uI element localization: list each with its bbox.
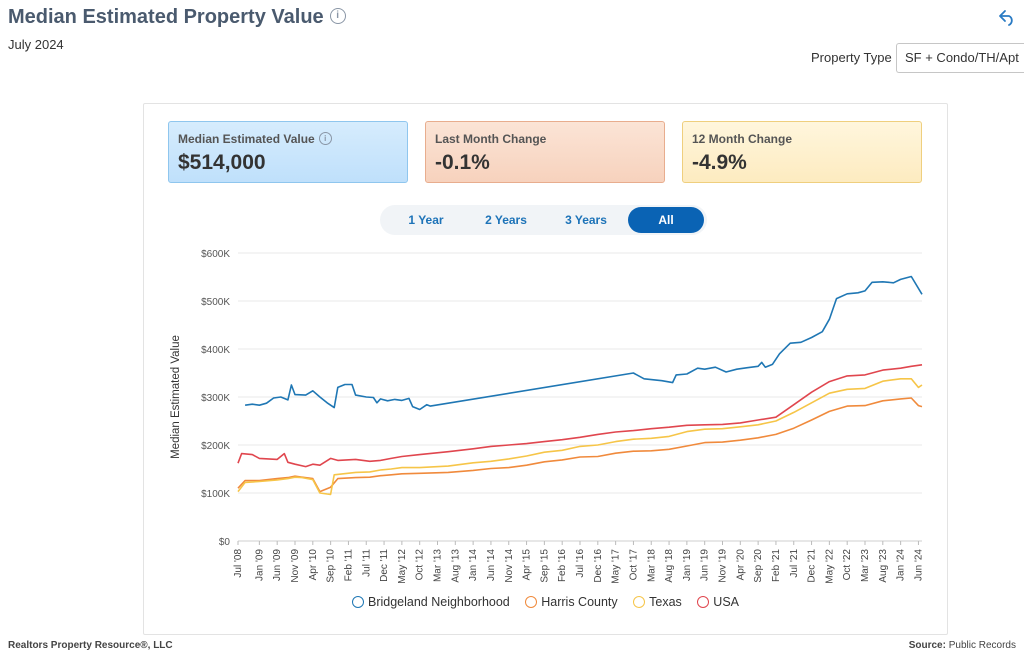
x-tick-label: Apr '20: [735, 549, 746, 581]
info-icon[interactable]: i: [329, 7, 346, 24]
y-tick-label: $300K: [201, 393, 230, 404]
tab-2-years[interactable]: 2 Years: [485, 213, 527, 227]
x-tick-label: Jun '24: [913, 549, 924, 581]
x-tick-label: Sep '15: [539, 549, 550, 583]
x-tick-label: Nov '14: [504, 549, 515, 583]
info-icon[interactable]: i: [318, 132, 332, 146]
x-tick-label: Jan '14: [468, 549, 479, 581]
last-month-change-label: Last Month Change: [435, 132, 547, 146]
page-title: Median Estimated Property Value i: [8, 6, 346, 29]
legend-marker: [351, 596, 364, 608]
tab-1-year[interactable]: 1 Year: [408, 213, 444, 227]
twelve-month-change-label: 12 Month Change: [692, 132, 793, 146]
property-type-select[interactable]: SF + Condo/TH/Apt: [896, 43, 1024, 73]
x-tick-label: Feb '11: [343, 549, 354, 582]
legend-item-usa[interactable]: USA: [697, 595, 739, 609]
x-tick-label: Jul '11: [361, 549, 372, 577]
x-tick-label: Feb '16: [557, 549, 568, 582]
legend-marker: [697, 596, 710, 608]
y-tick-label: $400K: [201, 345, 230, 356]
x-tick-label: Dec '16: [593, 549, 604, 583]
x-tick-label: Oct '12: [415, 549, 426, 581]
x-tick-label: Mar '23: [860, 549, 871, 582]
footer-company: Realtors Property Resource®, LLC: [8, 640, 173, 651]
y-tick-label: $0: [219, 537, 231, 548]
x-tick-label: Dec '21: [807, 549, 818, 583]
x-tick-label: Feb '21: [771, 549, 782, 582]
x-tick-label: Apr '10: [308, 549, 319, 581]
y-tick-label: $100K: [201, 489, 230, 500]
x-tick-label: Jul '08: [233, 549, 244, 578]
x-tick-label: Sep '10: [326, 549, 337, 583]
time-range-tabs: 1 Year 2 Years 3 Years All: [380, 205, 707, 235]
footer-source: Source: Public Records: [908, 640, 1016, 651]
series-line-3: [237, 364, 923, 468]
chart-legend: Bridgeland Neighborhood Harris County Te…: [144, 595, 947, 609]
legend-item-texas[interactable]: Texas: [633, 595, 682, 609]
x-tick-label: May '22: [824, 549, 835, 584]
legend-item-harris-county[interactable]: Harris County: [525, 595, 618, 609]
y-tick-label: $200K: [201, 441, 230, 452]
x-tick-label: Oct '22: [842, 549, 853, 581]
x-tick-label: Nov '09: [290, 549, 301, 583]
median-value-card: Median Estimated Value i $514,000: [168, 121, 408, 183]
share-icon[interactable]: [998, 8, 1016, 26]
median-value-label: Median Estimated Value i: [178, 132, 398, 146]
line-chart: $0 $100K $200K $300K $400K $500K $600K Median E…: [170, 249, 924, 584]
y-tick-label: $600K: [201, 249, 230, 260]
legend-item-bridgeland[interactable]: Bridgeland Neighborhood: [351, 595, 510, 609]
x-tick-label: Nov '19: [718, 549, 729, 583]
legend-marker: [525, 596, 538, 608]
property-type-label: Property Type: [811, 50, 892, 65]
x-tick-label: Aug '13: [450, 549, 461, 583]
x-tick-label: Mar '13: [433, 549, 444, 582]
series-line-0: [244, 275, 923, 411]
legend-marker: [633, 596, 646, 608]
x-tick-label: Oct '17: [628, 549, 639, 581]
chart-panel: Median Estimated Value i $514,000 Last Mo…: [143, 103, 948, 635]
tab-3-years[interactable]: 3 Years: [565, 213, 607, 227]
x-tick-label: Aug '23: [878, 549, 889, 583]
y-tick-label: $500K: [201, 297, 230, 308]
x-tick-label: Jun '14: [486, 549, 497, 581]
x-tick-label: Dec '11: [379, 549, 390, 582]
x-tick-label: Sep '20: [753, 549, 764, 583]
twelve-month-change-card: 12 Month Change -4.9%: [682, 121, 922, 183]
x-tick-label: Mar '18: [646, 549, 657, 582]
x-tick-label: Apr '15: [522, 549, 533, 581]
series-line-2: [237, 377, 923, 496]
y-axis-label: Median Estimated Value: [170, 335, 182, 459]
page-subtitle: July 2024: [8, 37, 64, 52]
x-tick-label: Jul '16: [575, 549, 586, 578]
x-tick-label: Jan '24: [896, 549, 907, 581]
last-month-change-card: Last Month Change -0.1%: [425, 121, 665, 183]
x-tick-label: Jul '21: [789, 549, 800, 578]
x-tick-label: Jun '09: [272, 549, 283, 581]
x-tick-label: May '17: [611, 549, 622, 584]
x-tick-label: Jun '19: [700, 549, 711, 581]
last-month-change-value: -0.1%: [435, 151, 490, 174]
tab-all[interactable]: All: [628, 207, 704, 233]
x-tick-label: Aug '18: [664, 549, 675, 583]
median-value: $514,000: [178, 151, 266, 175]
x-tick-label: Jan '19: [682, 549, 693, 581]
twelve-month-change-value: -4.9%: [692, 151, 747, 174]
x-tick-label: Jan '09: [254, 549, 265, 581]
x-tick-label: May '12: [397, 549, 408, 584]
